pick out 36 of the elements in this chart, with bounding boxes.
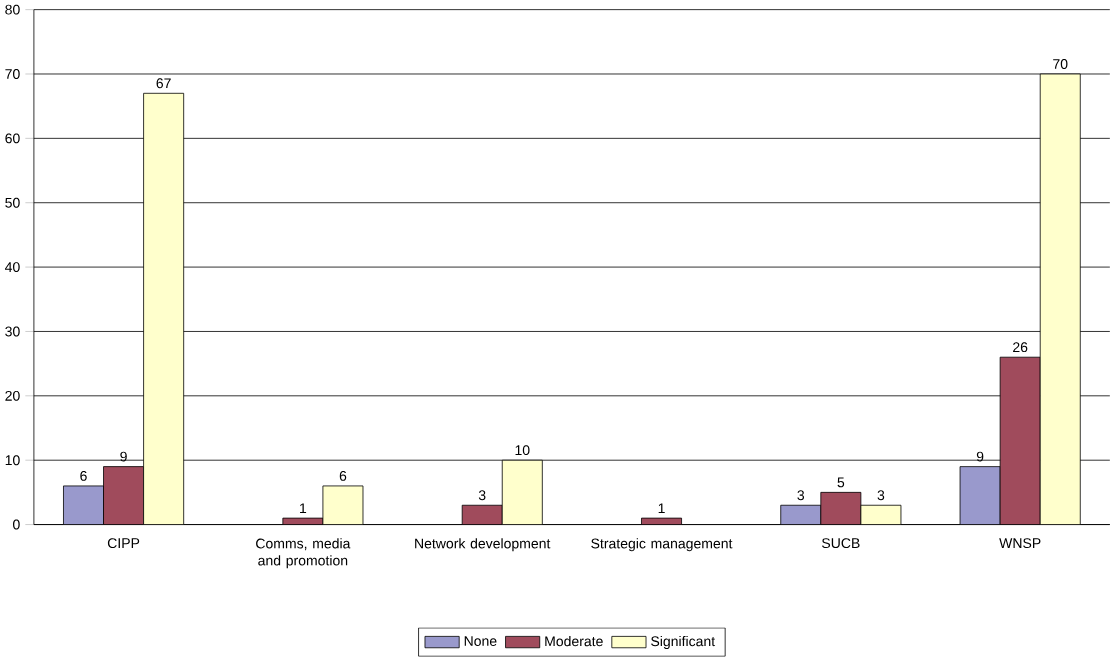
data-label: 9: [120, 451, 127, 462]
x-tick-label: Comms, media and promotion: [256, 538, 351, 569]
data-label: 10: [515, 445, 530, 456]
data-label: 1: [658, 503, 665, 514]
bar: [959, 466, 1001, 525]
bar: [641, 517, 682, 525]
y-tick-label: 0: [13, 519, 20, 530]
legend-label: Moderate: [545, 636, 603, 647]
data-label: 1: [300, 503, 307, 514]
legend-label: None: [464, 636, 497, 647]
y-tick-label: 80: [5, 4, 20, 15]
data-label: 5: [837, 477, 845, 488]
x-tick-label: SUCB: [821, 538, 860, 549]
data-label: 6: [80, 471, 87, 482]
y-tick-label: 70: [5, 69, 20, 80]
y-tick-label: 40: [4, 262, 20, 273]
data-label: 3: [877, 490, 885, 501]
data-label: 67: [156, 78, 171, 89]
x-tick-label: CIPP: [107, 538, 140, 549]
bar: [63, 485, 104, 525]
bar: [780, 505, 822, 525]
data-label: 3: [797, 490, 805, 501]
data-label: 9: [976, 451, 984, 462]
y-tick-label: 50: [5, 197, 20, 208]
x-tick-label: Network development: [415, 538, 551, 552]
data-label: 26: [1013, 342, 1028, 353]
data-label: 3: [478, 490, 486, 501]
data-label: 6: [339, 471, 347, 482]
y-tick-label: 10: [5, 455, 20, 466]
x-tick-label: Strategic management: [591, 538, 733, 552]
legend-label: Significant: [651, 636, 716, 650]
x-tick-label: WNSP: [999, 538, 1041, 549]
y-tick-label: 30: [5, 326, 20, 337]
y-tick-label: 20: [5, 391, 20, 401]
data-label: 70: [1053, 59, 1068, 70]
y-tick-label: 60: [5, 133, 20, 144]
